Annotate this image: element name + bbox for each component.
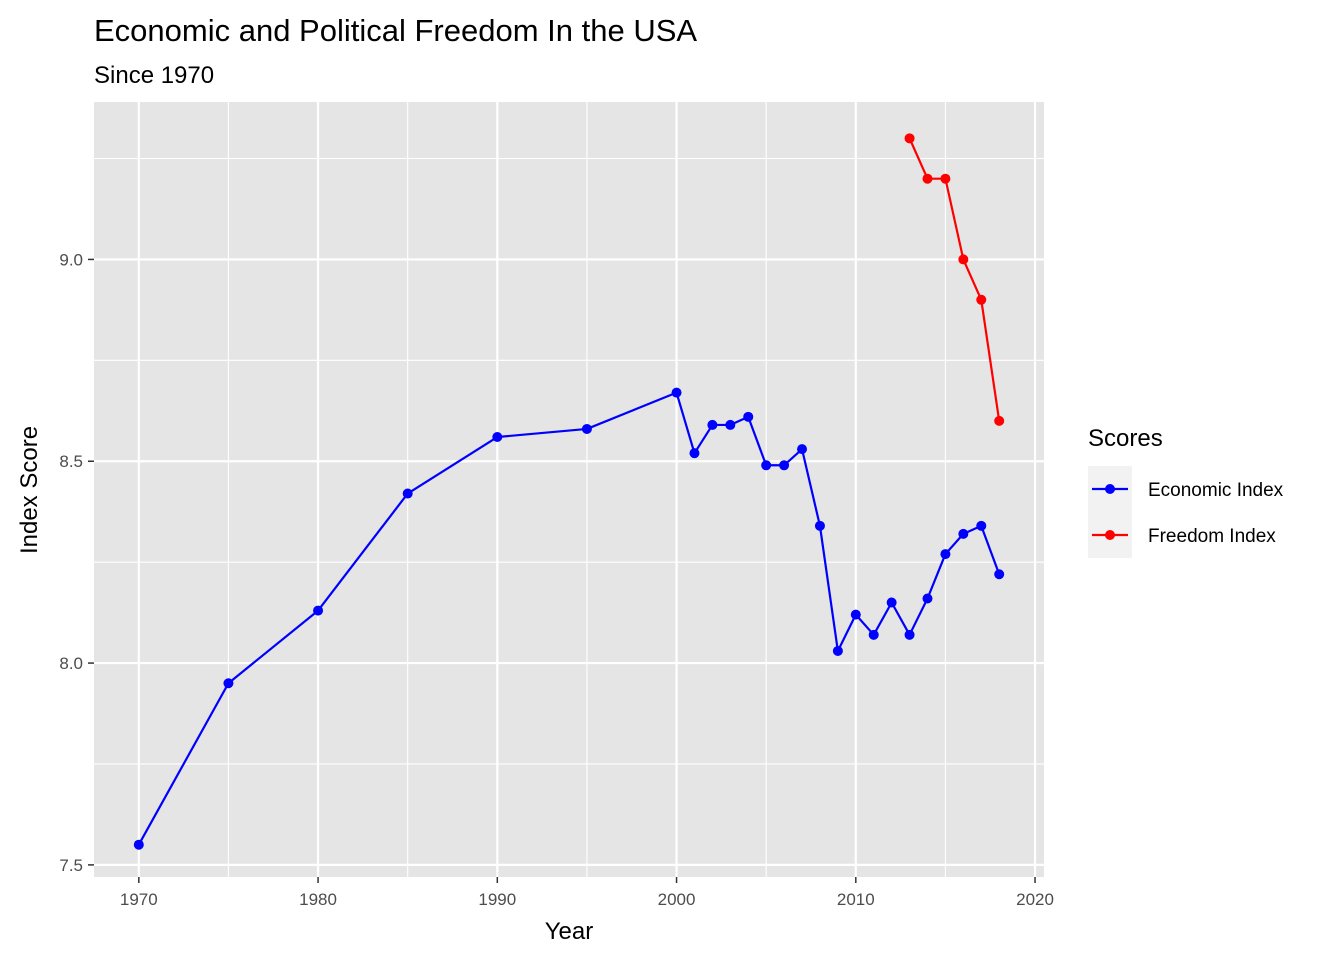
economic-index-point bbox=[832, 645, 843, 656]
freedom-index-line bbox=[908, 137, 1001, 422]
plot-panel bbox=[94, 102, 1044, 877]
axis-ticks bbox=[88, 258, 1036, 883]
x-tick-label: 1970 bbox=[120, 890, 158, 909]
economic-index-point bbox=[743, 411, 754, 422]
legend-label: Freedom Index bbox=[1148, 526, 1276, 547]
economic-index-point bbox=[779, 460, 790, 471]
economic-index-point bbox=[707, 419, 718, 430]
grid-lines bbox=[94, 102, 1044, 877]
economic-index-point bbox=[797, 444, 808, 455]
economic-index-point bbox=[725, 419, 736, 430]
legend: Scores Economic Index Freedom Index bbox=[1088, 425, 1284, 558]
economic-index-point bbox=[402, 488, 413, 499]
chart-title: Economic and Political Freedom In the US… bbox=[94, 13, 697, 48]
y-tick-label: 7.5 bbox=[59, 856, 83, 875]
economic-index-point bbox=[940, 549, 951, 560]
tick-labels: 1970 1980 1990 2000 2010 2020 7.5 8.0 8.5 9.0 bbox=[59, 250, 1054, 909]
freedom-index-point bbox=[976, 294, 987, 305]
economic-index-point bbox=[850, 609, 861, 620]
legend-key-point bbox=[1105, 530, 1115, 540]
economic-index-point bbox=[976, 520, 987, 531]
economic-index-point bbox=[492, 432, 503, 443]
x-tick-label: 2020 bbox=[1016, 890, 1054, 909]
economic-index-point bbox=[671, 387, 682, 398]
x-tick-label: 1990 bbox=[478, 890, 516, 909]
freedom-index-point bbox=[994, 415, 1005, 426]
x-axis-title: Year bbox=[545, 918, 594, 945]
legend-title: Scores bbox=[1088, 425, 1163, 452]
economic-index-point bbox=[689, 448, 700, 459]
economic-index-point bbox=[313, 605, 324, 616]
y-tick-label: 8.0 bbox=[59, 654, 83, 673]
freedom-index-point bbox=[940, 173, 951, 184]
freedom-index-point bbox=[922, 173, 933, 184]
freedom-index-point bbox=[958, 254, 969, 265]
legend-key-background bbox=[1088, 466, 1132, 558]
economic-index-point bbox=[994, 569, 1005, 580]
x-tick-label: 1980 bbox=[299, 890, 337, 909]
legend-label: Economic Index bbox=[1148, 480, 1284, 501]
y-tick-label: 8.5 bbox=[59, 452, 83, 471]
economic-index-point bbox=[223, 678, 234, 689]
economic-index-point bbox=[958, 528, 969, 539]
economic-index-point bbox=[904, 629, 915, 640]
economic-index-point bbox=[814, 520, 825, 531]
data-points bbox=[133, 133, 1005, 850]
freedom-index-point bbox=[904, 133, 915, 144]
x-tick-label: 2000 bbox=[658, 890, 696, 909]
legend-key-point bbox=[1105, 484, 1115, 494]
economic-index-point bbox=[868, 629, 879, 640]
y-axis-title: Index Score bbox=[16, 426, 43, 554]
economic-index-point bbox=[761, 460, 772, 471]
y-tick-label: 9.0 bbox=[59, 250, 83, 269]
economic-index-point bbox=[581, 423, 592, 434]
economic-index-point bbox=[922, 593, 933, 604]
chart-subtitle: Since 1970 bbox=[94, 62, 214, 89]
economic-index-point bbox=[133, 839, 144, 850]
economic-index-point bbox=[886, 597, 897, 608]
x-tick-label: 2010 bbox=[837, 890, 875, 909]
